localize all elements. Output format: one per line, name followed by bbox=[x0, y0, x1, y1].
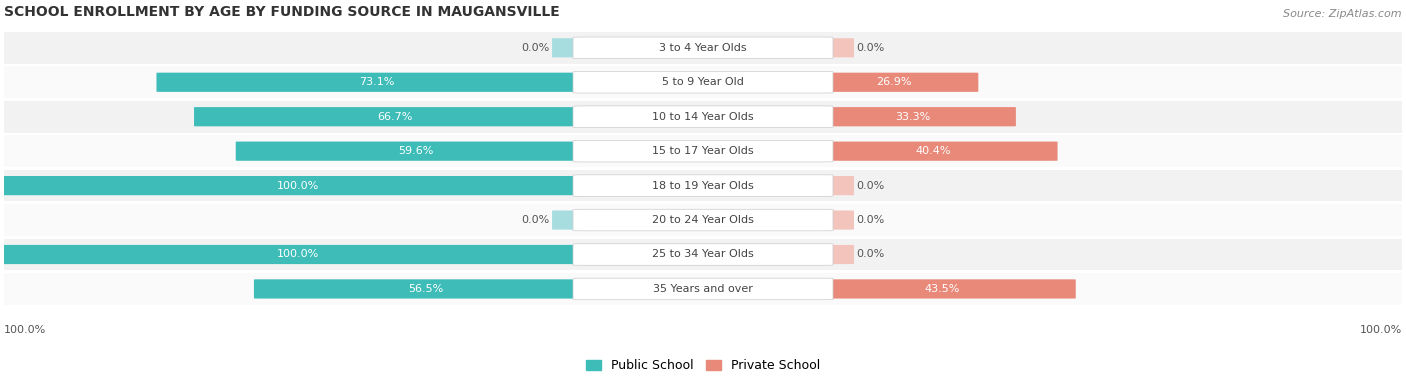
Text: 33.3%: 33.3% bbox=[896, 112, 931, 122]
Text: 25 to 34 Year Olds: 25 to 34 Year Olds bbox=[652, 250, 754, 259]
Text: 59.6%: 59.6% bbox=[398, 146, 434, 156]
FancyBboxPatch shape bbox=[236, 141, 596, 161]
Bar bbox=[4, 239, 1402, 270]
Text: 0.0%: 0.0% bbox=[522, 43, 550, 53]
Text: 0.0%: 0.0% bbox=[856, 215, 884, 225]
Bar bbox=[4, 32, 1402, 64]
Bar bbox=[4, 170, 1402, 201]
FancyBboxPatch shape bbox=[0, 176, 596, 195]
FancyBboxPatch shape bbox=[811, 210, 853, 230]
FancyBboxPatch shape bbox=[254, 279, 596, 299]
Text: 66.7%: 66.7% bbox=[378, 112, 413, 122]
FancyBboxPatch shape bbox=[574, 209, 832, 231]
Legend: Public School, Private School: Public School, Private School bbox=[581, 354, 825, 377]
Text: 100.0%: 100.0% bbox=[277, 181, 319, 191]
Text: 56.5%: 56.5% bbox=[408, 284, 443, 294]
FancyBboxPatch shape bbox=[553, 38, 595, 57]
Bar bbox=[4, 135, 1402, 167]
Bar bbox=[4, 273, 1402, 305]
Text: 0.0%: 0.0% bbox=[522, 215, 550, 225]
Text: 73.1%: 73.1% bbox=[359, 77, 394, 87]
Text: 3 to 4 Year Olds: 3 to 4 Year Olds bbox=[659, 43, 747, 53]
Text: 100.0%: 100.0% bbox=[1360, 325, 1402, 335]
FancyBboxPatch shape bbox=[553, 210, 595, 230]
FancyBboxPatch shape bbox=[810, 279, 1076, 299]
Text: 0.0%: 0.0% bbox=[856, 181, 884, 191]
Text: 10 to 14 Year Olds: 10 to 14 Year Olds bbox=[652, 112, 754, 122]
Text: 18 to 19 Year Olds: 18 to 19 Year Olds bbox=[652, 181, 754, 191]
FancyBboxPatch shape bbox=[574, 175, 832, 196]
FancyBboxPatch shape bbox=[811, 245, 853, 264]
Text: 40.4%: 40.4% bbox=[915, 146, 950, 156]
Bar bbox=[4, 66, 1402, 98]
Text: 5 to 9 Year Old: 5 to 9 Year Old bbox=[662, 77, 744, 87]
FancyBboxPatch shape bbox=[811, 176, 853, 195]
Text: 0.0%: 0.0% bbox=[856, 43, 884, 53]
FancyBboxPatch shape bbox=[0, 245, 596, 264]
FancyBboxPatch shape bbox=[574, 278, 832, 300]
FancyBboxPatch shape bbox=[574, 140, 832, 162]
FancyBboxPatch shape bbox=[574, 37, 832, 58]
Bar bbox=[4, 101, 1402, 133]
FancyBboxPatch shape bbox=[574, 106, 832, 127]
Text: 15 to 17 Year Olds: 15 to 17 Year Olds bbox=[652, 146, 754, 156]
FancyBboxPatch shape bbox=[811, 38, 853, 57]
Text: 20 to 24 Year Olds: 20 to 24 Year Olds bbox=[652, 215, 754, 225]
FancyBboxPatch shape bbox=[810, 141, 1057, 161]
Text: 43.5%: 43.5% bbox=[925, 284, 960, 294]
Text: SCHOOL ENROLLMENT BY AGE BY FUNDING SOURCE IN MAUGANSVILLE: SCHOOL ENROLLMENT BY AGE BY FUNDING SOUR… bbox=[4, 5, 560, 18]
FancyBboxPatch shape bbox=[810, 73, 979, 92]
Text: 26.9%: 26.9% bbox=[876, 77, 911, 87]
Text: 0.0%: 0.0% bbox=[856, 250, 884, 259]
Bar bbox=[4, 204, 1402, 236]
FancyBboxPatch shape bbox=[574, 244, 832, 265]
FancyBboxPatch shape bbox=[810, 107, 1017, 126]
Text: Source: ZipAtlas.com: Source: ZipAtlas.com bbox=[1284, 9, 1402, 18]
FancyBboxPatch shape bbox=[156, 73, 596, 92]
Text: 100.0%: 100.0% bbox=[4, 325, 46, 335]
Text: 100.0%: 100.0% bbox=[277, 250, 319, 259]
FancyBboxPatch shape bbox=[574, 72, 832, 93]
Text: 35 Years and over: 35 Years and over bbox=[652, 284, 754, 294]
FancyBboxPatch shape bbox=[194, 107, 596, 126]
